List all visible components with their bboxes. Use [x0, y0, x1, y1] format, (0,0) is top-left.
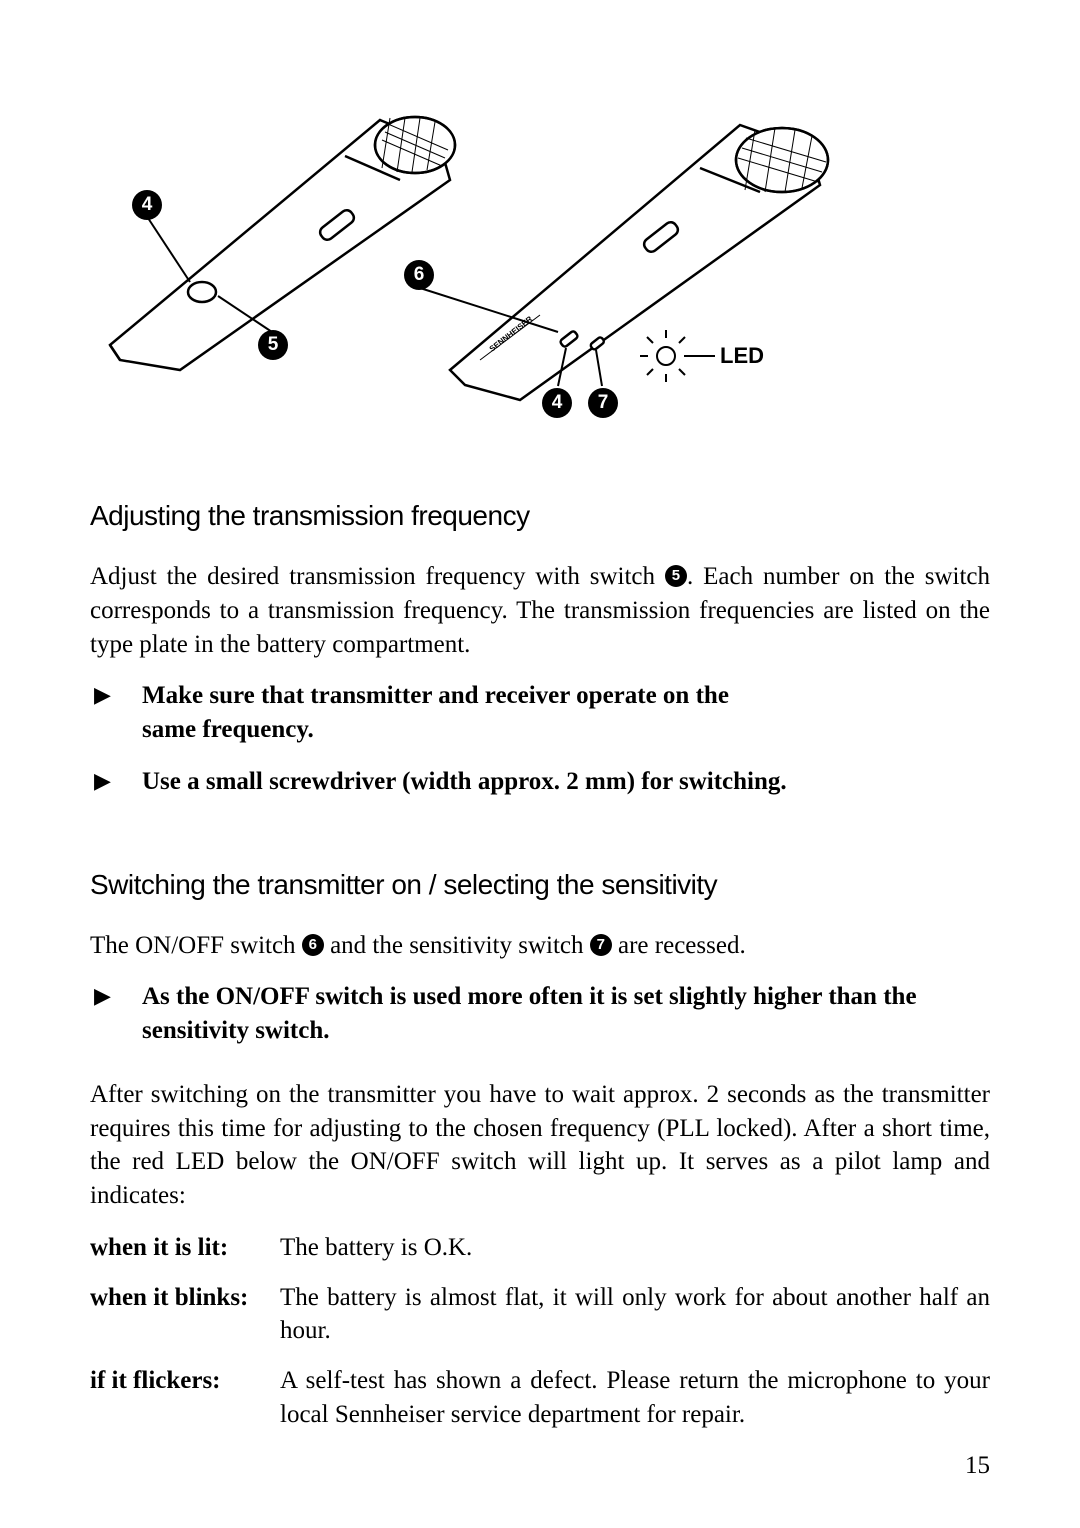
heading-switching-transmitter: Switching the transmitter on / selecting…	[90, 869, 990, 901]
bullet-list-2: ▶ As the ON/OFF switch is used more ofte…	[90, 980, 990, 1048]
led-row-desc: The battery is almost flat, it will only…	[280, 1281, 990, 1349]
led-row-label: if it flickers:	[90, 1364, 280, 1432]
led-row-label: when it is lit:	[90, 1231, 280, 1265]
diagram-svg: SENNHEISER	[90, 60, 990, 440]
callout-6: 6	[404, 260, 434, 290]
callout-7: 7	[588, 388, 618, 418]
bullet-text: As the ON/OFF switch is used more often …	[142, 980, 990, 1048]
table-row: when it blinks: The battery is almost fl…	[90, 1281, 990, 1349]
inline-ref-5: 5	[665, 565, 687, 587]
p2-1: The ON/OFF switch	[90, 932, 302, 959]
callout-4b: 4	[542, 388, 572, 418]
led-label: LED	[720, 343, 764, 369]
heading-adjusting-frequency: Adjusting the transmission frequency	[90, 500, 990, 532]
bullet-item: ▶ As the ON/OFF switch is used more ofte…	[90, 980, 990, 1048]
table-row: if it flickers: A self-test has shown a …	[90, 1364, 990, 1432]
p2-3: are recessed.	[612, 932, 746, 959]
table-row: when it is lit: The battery is O.K.	[90, 1231, 990, 1265]
led-row-desc: A self-test has shown a defect. Please r…	[280, 1364, 990, 1432]
triangle-icon: ▶	[94, 980, 142, 1011]
bullet-text: Make sure that transmitter and receiver …	[142, 679, 782, 747]
inline-ref-6: 6	[302, 934, 324, 956]
inline-ref-7: 7	[590, 934, 612, 956]
triangle-icon: ▶	[94, 765, 142, 796]
page-number: 15	[965, 1452, 990, 1480]
para-after-switching: After switching on the transmitter you h…	[90, 1078, 990, 1213]
bullet-item: ▶ Make sure that transmitter and receive…	[90, 679, 990, 747]
led-status-table: when it is lit: The battery is O.K. when…	[90, 1231, 990, 1432]
para-switches-recessed: The ON/OFF switch 6 and the sensitivity …	[90, 929, 990, 963]
microphone-diagram: SENNHEISER 4 5 6 4 7 LED	[90, 60, 990, 440]
p2-2: and the sensitivity switch	[324, 932, 590, 959]
callout-5: 5	[258, 330, 288, 360]
bullet-text: Use a small screwdriver (width approx. 2…	[142, 765, 990, 799]
callout-4a: 4	[132, 190, 162, 220]
bullet-list-1: ▶ Make sure that transmitter and receive…	[90, 679, 990, 798]
led-row-label: when it blinks:	[90, 1281, 280, 1349]
led-row-desc: The battery is O.K.	[280, 1231, 990, 1265]
bullet-item: ▶ Use a small screwdriver (width approx.…	[90, 765, 990, 799]
para1-pre: Adjust the desired transmission frequenc…	[90, 563, 665, 590]
triangle-icon: ▶	[94, 679, 142, 710]
para-adjust-frequency: Adjust the desired transmission frequenc…	[90, 560, 990, 661]
